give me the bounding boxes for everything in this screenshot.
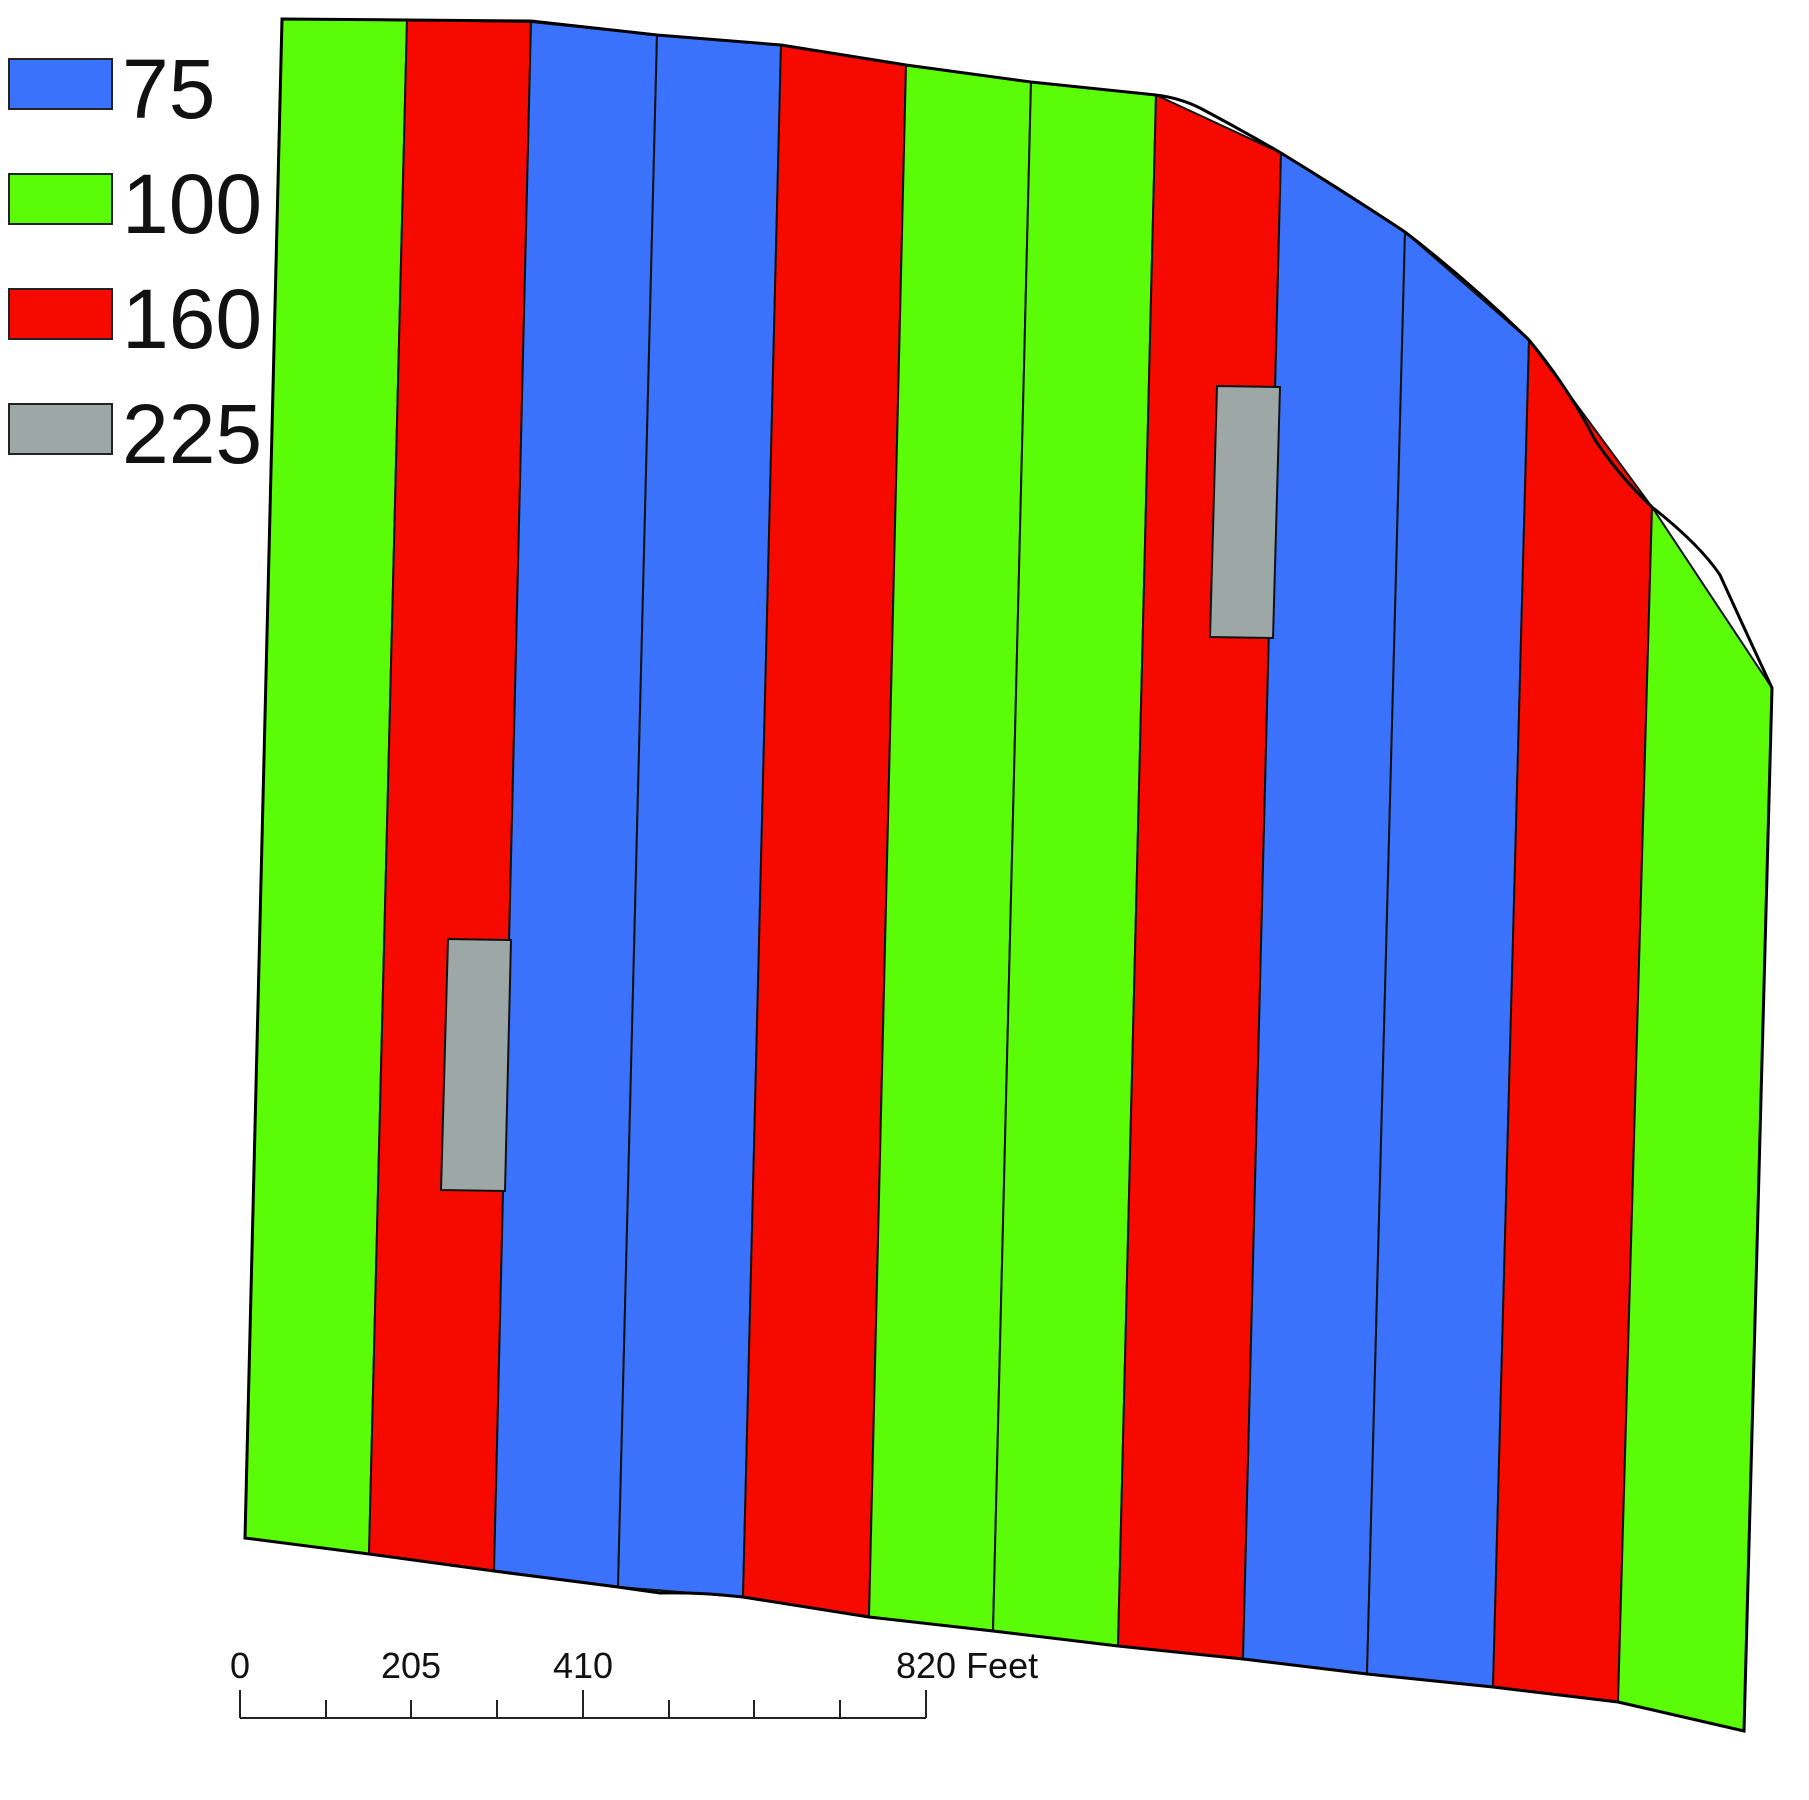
legend: 75 100 160 225	[8, 42, 262, 481]
scale-label-820-feet: 820 Feet	[896, 1645, 1038, 1686]
legend-swatch-160	[8, 288, 113, 340]
scale-label-205: 205	[381, 1645, 441, 1686]
legend-label-100: 100	[122, 157, 262, 251]
legend-swatch-75	[8, 58, 113, 110]
scale-label-0: 0	[230, 1645, 250, 1686]
legend-label-225: 225	[122, 387, 262, 481]
inset-plot-2	[1208, 384, 1282, 640]
legend-label-160: 160	[122, 272, 262, 366]
legend-label-75: 75	[122, 42, 215, 136]
field-strips	[243, 17, 1774, 1733]
inset-plots	[439, 384, 1282, 1193]
legend-swatch-100	[8, 173, 113, 225]
scale-bar	[239, 1690, 927, 1719]
inset-plot-1	[439, 937, 513, 1193]
scale-label-410: 410	[553, 1645, 613, 1686]
legend-swatch-225	[8, 403, 113, 455]
field-boundary	[243, 17, 1774, 1733]
